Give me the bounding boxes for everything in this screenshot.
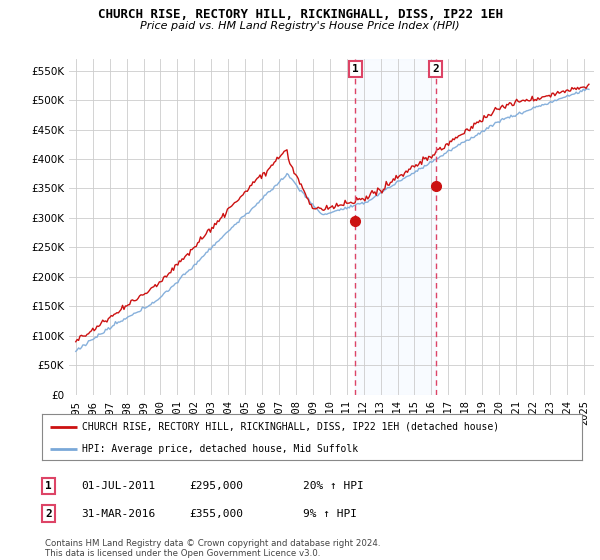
Text: 2: 2 — [45, 508, 52, 519]
Text: Price paid vs. HM Land Registry's House Price Index (HPI): Price paid vs. HM Land Registry's House … — [140, 21, 460, 31]
Text: 2: 2 — [432, 64, 439, 74]
Text: 1: 1 — [45, 481, 52, 491]
Text: This data is licensed under the Open Government Licence v3.0.: This data is licensed under the Open Gov… — [45, 549, 320, 558]
Text: 1: 1 — [352, 64, 359, 74]
Text: 01-JUL-2011: 01-JUL-2011 — [81, 481, 155, 491]
Text: 20% ↑ HPI: 20% ↑ HPI — [303, 481, 364, 491]
Text: £355,000: £355,000 — [189, 508, 243, 519]
Bar — [355, 59, 436, 395]
Text: 31-MAR-2016: 31-MAR-2016 — [81, 508, 155, 519]
Text: 9% ↑ HPI: 9% ↑ HPI — [303, 508, 357, 519]
Text: CHURCH RISE, RECTORY HILL, RICKINGHALL, DISS, IP22 1EH: CHURCH RISE, RECTORY HILL, RICKINGHALL, … — [97, 8, 503, 21]
Text: Contains HM Land Registry data © Crown copyright and database right 2024.: Contains HM Land Registry data © Crown c… — [45, 539, 380, 548]
Text: £295,000: £295,000 — [189, 481, 243, 491]
Text: HPI: Average price, detached house, Mid Suffolk: HPI: Average price, detached house, Mid … — [83, 444, 359, 454]
Text: CHURCH RISE, RECTORY HILL, RICKINGHALL, DISS, IP22 1EH (detached house): CHURCH RISE, RECTORY HILL, RICKINGHALL, … — [83, 422, 500, 432]
